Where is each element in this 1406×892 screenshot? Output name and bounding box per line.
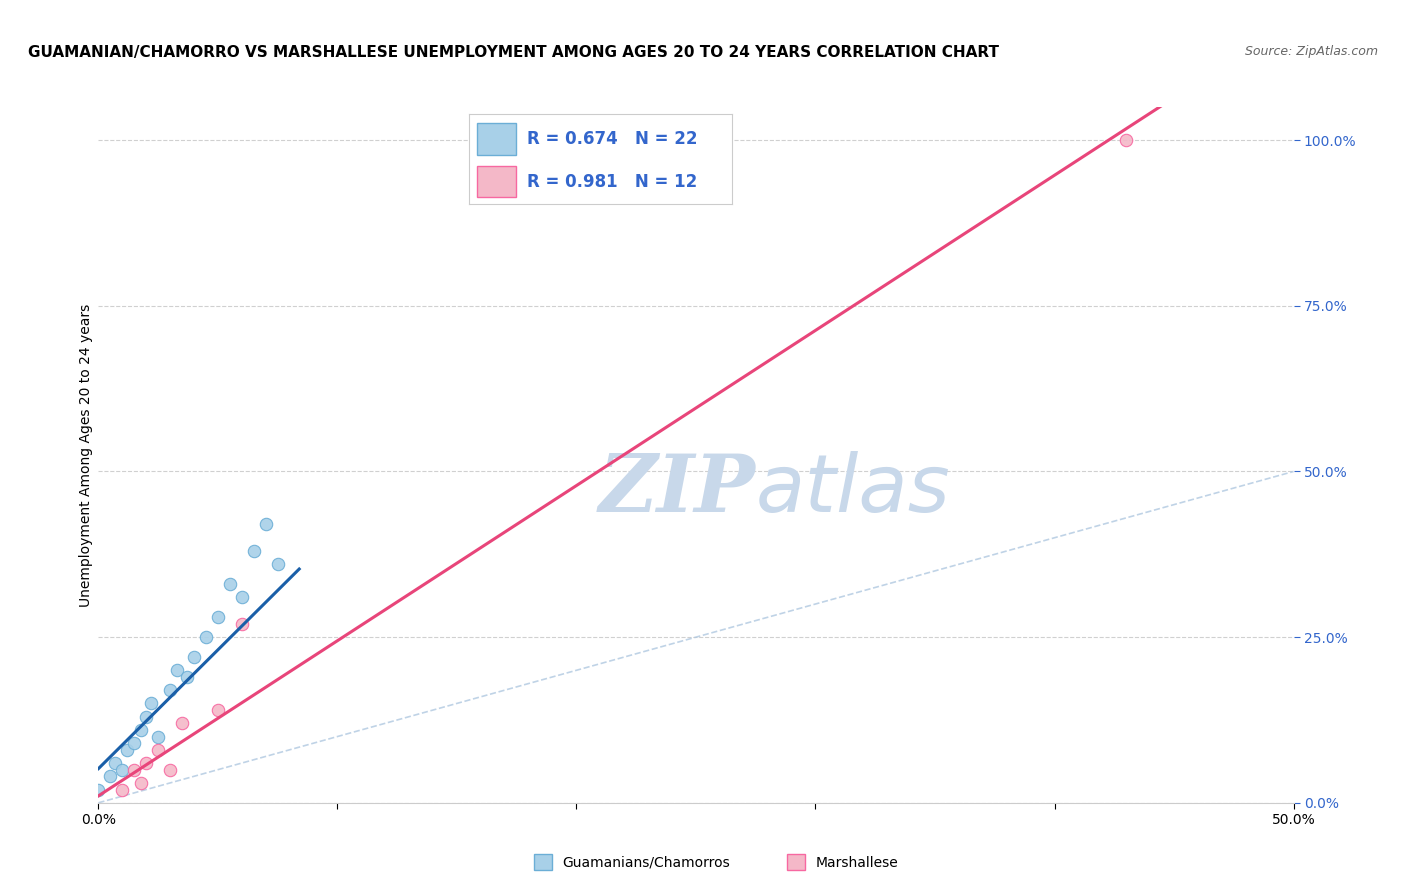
Point [172,716,194,731]
Point [278,815,301,830]
Text: atlas: atlas [756,450,950,529]
Point [87,822,110,837]
Point [195,630,218,644]
Point [135,756,157,770]
Point [87,782,110,797]
Text: GUAMANIAN/CHAMORRO VS MARSHALLESE UNEMPLOYMENT AMONG AGES 20 TO 24 YEARS CORRELA: GUAMANIAN/CHAMORRO VS MARSHALLESE UNEMPL… [28,45,1000,60]
Text: ZIP: ZIP [599,451,756,528]
Point [148,743,170,757]
Point [111,782,134,797]
Point [159,683,181,698]
Point [1115,133,1137,147]
Text: Marshallese: Marshallese [815,855,898,870]
Text: Source: ZipAtlas.com: Source: ZipAtlas.com [1244,45,1378,58]
Point [124,736,146,750]
Point [267,558,290,572]
Point [231,616,253,631]
Point [115,743,138,757]
Point [219,577,242,591]
Text: Guamanians/Chamorros: Guamanians/Chamorros [562,855,730,870]
Point [124,763,146,777]
Point [207,703,229,717]
Point [131,723,153,737]
Point [207,610,229,624]
Point [159,763,181,777]
Point [254,517,277,532]
Point [139,697,162,711]
Point [135,709,157,723]
Point [243,544,266,558]
Point [98,769,122,783]
Point [231,591,253,605]
Point [148,730,170,744]
Point [104,756,127,770]
Point [131,776,153,790]
Y-axis label: Unemployment Among Ages 20 to 24 years: Unemployment Among Ages 20 to 24 years [79,303,93,607]
Point [111,763,134,777]
Point [98,809,122,823]
Point [176,670,198,684]
Point [166,663,188,677]
Point [183,650,205,665]
